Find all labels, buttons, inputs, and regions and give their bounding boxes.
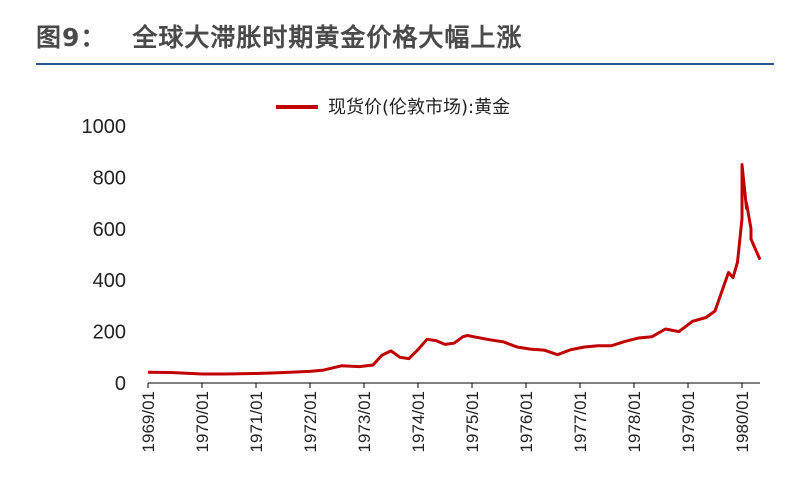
y-tick-label: 1000 <box>82 116 127 138</box>
legend: 现货价(伦敦市场):黄金 <box>276 97 510 118</box>
y-tick-label: 800 <box>93 167 126 189</box>
y-tick-label: 200 <box>93 322 126 344</box>
y-axis: 0 200 400 600 800 1000 <box>82 116 127 395</box>
x-tick-label: 1975/01 <box>463 391 482 452</box>
x-tick-label: 1977/01 <box>571 391 590 452</box>
x-tick-label: 1979/01 <box>679 391 698 452</box>
figure-title: 图9： 全球大滞胀时期黄金价格大幅上涨 <box>36 18 522 54</box>
legend-label: 现货价(伦敦市场):黄金 <box>328 97 510 118</box>
series-line-gold-spot <box>147 163 762 376</box>
x-axis: 1969/01 1970/01 1971/01 1972/01 1973/01 1974/… <box>139 383 752 452</box>
y-tick-label: 600 <box>93 219 126 241</box>
x-tick-label: 1973/01 <box>355 391 374 452</box>
x-tick-label: 1971/01 <box>247 391 266 452</box>
x-tick-label: 1969/01 <box>139 391 158 452</box>
x-tick-label: 1976/01 <box>517 391 536 452</box>
figure-label: 图9： <box>36 23 107 52</box>
x-tick-label: 1970/01 <box>193 391 212 452</box>
title-underline <box>36 63 774 65</box>
y-tick-label: 400 <box>93 270 126 292</box>
x-tick-label: 1972/01 <box>301 391 320 452</box>
x-tick-label: 1974/01 <box>409 391 428 452</box>
figure-title-text: 全球大滞胀时期黄金价格大幅上涨 <box>132 23 523 52</box>
x-tick-label: 1980/01 <box>733 391 752 452</box>
x-tick-label: 1978/01 <box>625 391 644 452</box>
y-tick-label: 0 <box>115 373 126 395</box>
figure-header: 图9： 全球大滞胀时期黄金价格大幅上涨 <box>0 0 800 68</box>
